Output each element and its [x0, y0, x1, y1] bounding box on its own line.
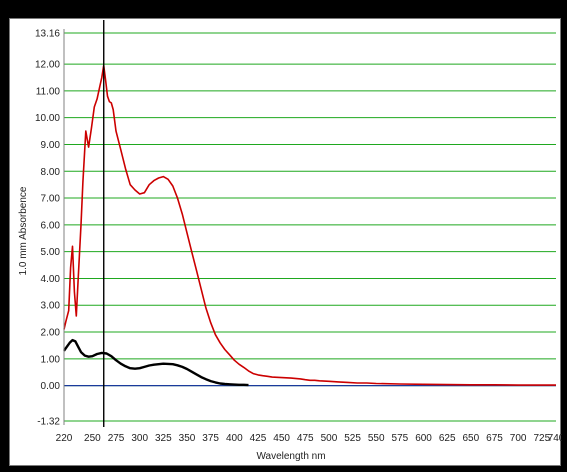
- x-tick-label-11: 500: [321, 433, 338, 444]
- grid-layer: [64, 32, 556, 422]
- x-tick-label-12: 525: [344, 433, 361, 444]
- y-tick-label-4: 9.00: [41, 140, 61, 151]
- x-tick-label-16: 625: [439, 433, 456, 444]
- series-line-0: [63, 64, 556, 386]
- x-tick-label-3: 300: [131, 433, 148, 444]
- x-tick-label-1: 250: [84, 433, 101, 444]
- y-tick-label-5: 8.00: [41, 167, 61, 178]
- x-tick-label-18: 675: [486, 433, 503, 444]
- y-tick-label-12: 1.00: [41, 354, 61, 365]
- x-tick-label-8: 425: [250, 433, 267, 444]
- y-axis-label: 1.0 mm Absorbence: [18, 186, 29, 275]
- x-tick-label-4: 325: [155, 433, 172, 444]
- x-tick-label-10: 475: [297, 433, 314, 444]
- x-tick-label-17: 650: [463, 433, 480, 444]
- absorbance-chart: 13.16 12.00 11.00 10.00 9.00 8.00 7.00 6.00 5.00…: [18, 20, 562, 462]
- x-tick-label-5: 350: [179, 433, 196, 444]
- y-tick-label-14: -1.32: [37, 417, 60, 428]
- y-tick-label-13: 0.00: [41, 381, 61, 392]
- series-line-1: [63, 338, 249, 387]
- chart-frame: 13.16 12.00 11.00 10.00 9.00 8.00 7.00 6.00 5.00…: [9, 18, 562, 466]
- series-layer: [63, 64, 556, 387]
- y-tick-label-8: 5.00: [41, 247, 61, 258]
- y-tick-label-10: 3.00: [41, 301, 61, 312]
- y-tick-label-11: 2.00: [41, 328, 61, 339]
- x-tick-label-19: 700: [510, 433, 527, 444]
- x-tick-label-15: 600: [415, 433, 432, 444]
- y-tick-label-9: 4.00: [41, 274, 61, 285]
- y-tick-label-2: 11.00: [36, 86, 61, 97]
- y-tick-label-3: 10.00: [35, 113, 60, 124]
- x-tick-label-6: 375: [202, 433, 219, 444]
- x-tick-label-21: 740: [548, 433, 562, 444]
- x-tick-label-7: 400: [226, 433, 243, 444]
- x-tick-label-13: 550: [368, 433, 385, 444]
- y-tick-label-0: 13.16: [35, 29, 60, 40]
- y-tick-label-6: 7.00: [41, 194, 61, 205]
- x-tick-label-20: 725: [533, 433, 550, 444]
- x-tick-label-9: 450: [273, 433, 290, 444]
- y-tick-label-1: 12.00: [35, 60, 60, 71]
- y-tick-labels: 13.16 12.00 11.00 10.00 9.00 8.00 7.00 6.00 5.00…: [35, 29, 60, 428]
- x-tick-label-2: 275: [108, 433, 125, 444]
- x-tick-label-0: 220: [56, 433, 73, 444]
- x-axis-label: Wavelength nm: [256, 451, 325, 462]
- x-tick-label-14: 575: [392, 433, 409, 444]
- y-tick-label-7: 6.00: [41, 220, 61, 231]
- x-tick-labels: 220 250 275 300 325 350 375 400 425 450 475 500 525 5…: [56, 433, 562, 444]
